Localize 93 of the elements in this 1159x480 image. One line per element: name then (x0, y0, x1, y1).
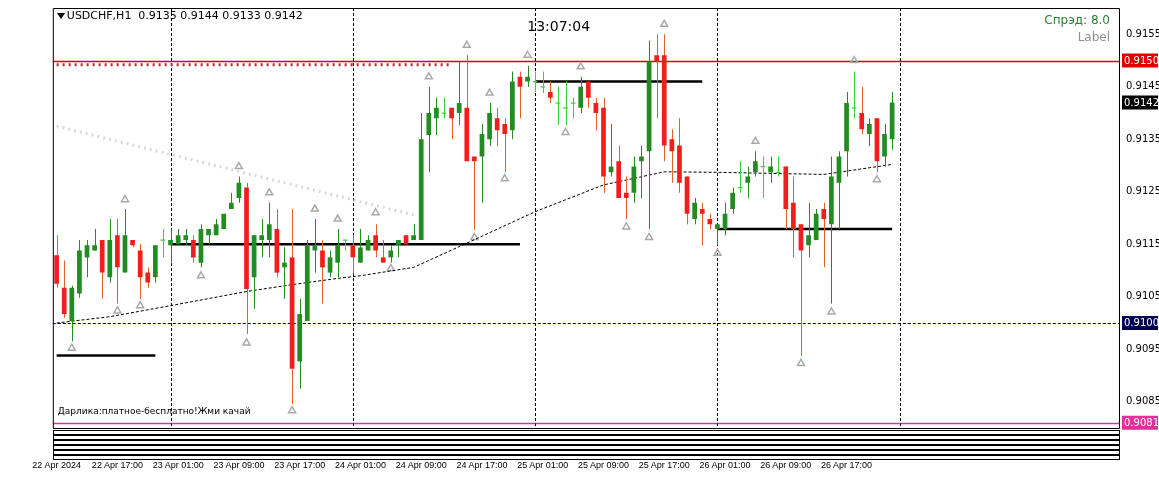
point (523, 50, 532, 58)
candlestick (494, 107, 500, 147)
x-tick-label: 24 Apr 09:00 (395, 459, 447, 470)
candlestick (585, 81, 591, 109)
point (242, 338, 251, 346)
point (113, 306, 122, 314)
candlestick (692, 197, 698, 225)
candlestick (753, 150, 758, 178)
point (713, 248, 722, 256)
point (485, 88, 494, 96)
x-tick-label: 22 Apr 17:00 (91, 459, 143, 470)
candlestick (502, 117, 508, 173)
candlestick (380, 239, 386, 264)
candlestick (282, 246, 287, 300)
point (135, 300, 145, 309)
candlestick (525, 65, 530, 88)
candlestick (145, 266, 151, 289)
point (310, 204, 320, 212)
ref-line-label: 0.9150 (1124, 54, 1159, 66)
x-tick-label: 26 Apr 09:00 (760, 459, 812, 470)
candlestick (449, 107, 454, 140)
candlestick (373, 223, 378, 258)
x-tick-label: 23 Apr 01:00 (152, 459, 204, 470)
x-tick-label: 25 Apr 01:00 (517, 459, 569, 470)
point (849, 55, 859, 64)
candlestick (312, 218, 318, 274)
x-tick-label: 24 Apr 01:00 (334, 459, 386, 470)
candlestick (547, 81, 553, 104)
ref-line-label: 0.9081 (1124, 416, 1159, 428)
point (500, 173, 509, 182)
candlestick (335, 228, 341, 278)
candlestick (715, 223, 720, 246)
point (371, 208, 380, 216)
candlestick (426, 86, 432, 173)
annotation: Спрэд: 8.0 (1044, 13, 1110, 28)
candlestick (882, 123, 887, 168)
candlestick (745, 166, 751, 199)
point (751, 136, 760, 145)
point (644, 232, 654, 241)
candlestick (168, 228, 173, 264)
candlestick (699, 202, 705, 246)
candlestick (859, 86, 865, 135)
point (660, 19, 669, 28)
point (622, 222, 631, 230)
candlestick (639, 145, 644, 199)
point (796, 358, 806, 367)
candlestick (434, 97, 439, 136)
candlestick (320, 239, 325, 305)
x-tick-label: 26 Apr 01:00 (699, 459, 751, 470)
x-tick-label: 25 Apr 09:00 (577, 459, 630, 470)
x-tick-label: 24 Apr 17:00 (456, 459, 508, 470)
point (234, 161, 244, 170)
x-tick-label: 23 Apr 17:00 (274, 459, 326, 470)
candlestick (768, 156, 773, 184)
annotation: Label (1077, 30, 1110, 45)
point (196, 271, 206, 279)
point (120, 194, 130, 203)
point (287, 405, 297, 414)
point (386, 263, 396, 272)
candlestick (472, 156, 477, 231)
candlestick (350, 234, 356, 275)
x-tick-label: 22 Apr 2024 (32, 459, 81, 470)
point (827, 307, 836, 315)
candlestick (578, 76, 584, 114)
point (872, 174, 882, 183)
candlestick (730, 187, 735, 215)
annotation: 13:07:04 (527, 17, 591, 34)
point (462, 40, 471, 49)
candlestick (821, 202, 827, 268)
point (470, 232, 479, 241)
candlestick (866, 117, 872, 147)
candlestick (259, 218, 265, 258)
annotation: 0.9142 (1124, 96, 1159, 108)
candlestick (456, 61, 462, 126)
x-tick-label: 23 Apr 09:00 (213, 459, 265, 470)
candlestick (806, 202, 811, 258)
candlestick (190, 234, 196, 264)
x-tick-label: 26 Apr 17:00 (821, 459, 873, 470)
point (561, 127, 570, 136)
candlestick (358, 228, 363, 264)
point (265, 188, 274, 196)
point (576, 62, 585, 70)
candlestick (92, 228, 97, 252)
candlestick (623, 176, 629, 220)
point (67, 343, 77, 351)
ref-line-label: 0.9100 (1124, 317, 1159, 329)
candlestick (266, 202, 272, 258)
chart-title: USDCHF,H1 0.9135 0.9144 0.9133 0.9142 (66, 8, 303, 22)
x-tick-label: 25 Apr 17:00 (638, 459, 690, 470)
candlestick (654, 33, 660, 119)
point (333, 214, 342, 222)
annotation: Дарлика:платное-бесплатно!Жми качай (57, 406, 251, 417)
point (424, 72, 434, 80)
